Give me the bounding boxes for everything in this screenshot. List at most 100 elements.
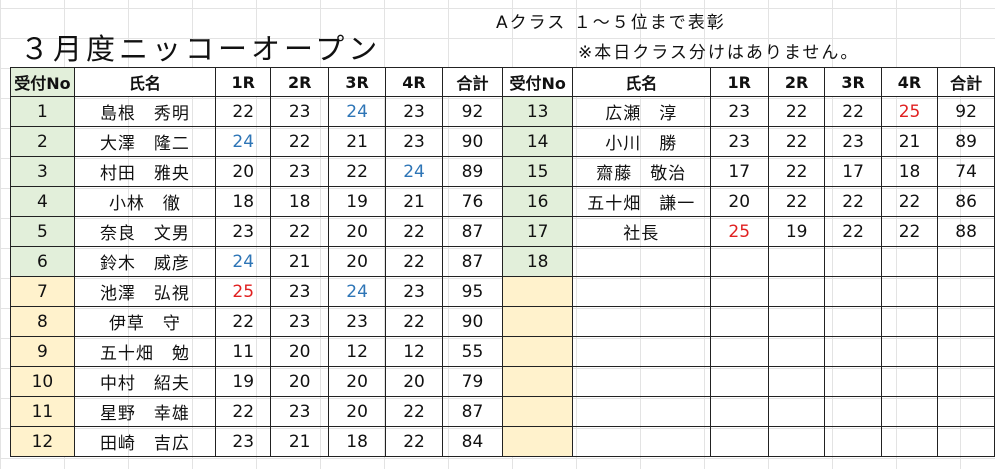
round-4-cell: 23 <box>385 126 443 157</box>
round-2-cell: 18 <box>270 186 329 217</box>
round-3-cell <box>824 336 882 367</box>
total-cell: 86 <box>937 186 995 217</box>
round-3-cell: 12 <box>327 336 387 367</box>
round-2-cell: 20 <box>270 366 329 397</box>
total-cell: 84 <box>441 426 504 457</box>
name-cell: 島根 秀明 <box>73 96 217 127</box>
header-round-2: 2R <box>270 67 329 97</box>
round-3-cell: 24 <box>327 276 387 307</box>
round-1-cell: 25 <box>709 216 769 247</box>
round-4-cell: 25 <box>880 96 939 127</box>
round-1-cell: 23 <box>214 216 272 247</box>
name-cell: 村田 雅央 <box>73 156 217 187</box>
round-1-cell: 24 <box>214 246 272 277</box>
table-row: 7 池澤 弘視 25 23 24 23 95 <box>10 276 995 307</box>
name-cell <box>572 366 711 397</box>
total-cell: 74 <box>937 156 995 187</box>
reception-no-cell: 14 <box>502 126 574 157</box>
round-1-cell: 18 <box>214 186 272 217</box>
round-4-cell: 22 <box>385 306 443 337</box>
round-2-cell: 22 <box>767 126 826 157</box>
round-4-cell: 18 <box>880 156 939 187</box>
name-cell: 大澤 隆二 <box>73 126 217 157</box>
round-1-cell: 23 <box>709 96 769 127</box>
name-cell: 小林 徹 <box>73 186 217 217</box>
round-3-cell <box>824 426 882 457</box>
round-1-cell <box>709 246 769 277</box>
header-round-3: 3R <box>824 67 882 97</box>
total-cell <box>937 426 995 457</box>
table-row: 1 島根 秀明 22 23 24 23 92 13 広瀬 淳 23 22 22 25 92 <box>10 96 995 127</box>
round-4-cell: 22 <box>385 246 443 277</box>
round-1-cell: 25 <box>214 276 272 307</box>
reception-no-cell: 18 <box>502 246 574 277</box>
header-row: 受付No 氏名 1R 2R 3R 4R 合計 受付No 氏名 1R 2R 3R … <box>10 67 995 97</box>
round-2-cell: 22 <box>270 126 329 157</box>
name-cell <box>572 306 711 337</box>
round-4-cell <box>880 366 939 397</box>
round-4-cell: 22 <box>385 426 443 457</box>
reception-no-cell <box>502 396 574 427</box>
award-note: Aクラス １～５位まで表彰 <box>496 13 726 33</box>
total-cell: 76 <box>441 186 504 217</box>
total-cell: 87 <box>441 396 504 427</box>
round-2-cell: 20 <box>270 336 329 367</box>
total-cell: 92 <box>937 96 995 127</box>
reception-no-cell: 3 <box>10 156 75 187</box>
reception-no-cell: 4 <box>10 186 75 217</box>
reception-no-cell: 15 <box>502 156 574 187</box>
total-cell: 92 <box>441 96 504 127</box>
name-cell <box>572 276 711 307</box>
round-4-cell <box>880 306 939 337</box>
reception-no-cell <box>502 306 574 337</box>
header-round-3: 3R <box>327 67 387 97</box>
name-cell: 奈良 文男 <box>73 216 217 247</box>
round-2-cell: 23 <box>270 396 329 427</box>
reception-no-cell <box>502 426 574 457</box>
name-cell: 広瀬 淳 <box>572 96 711 127</box>
round-1-cell: 22 <box>214 306 272 337</box>
round-2-cell <box>767 366 826 397</box>
reception-no-cell: 12 <box>10 426 75 457</box>
round-2-cell <box>767 396 826 427</box>
round-2-cell <box>767 336 826 367</box>
total-cell: 95 <box>441 276 504 307</box>
header-reception-no: 受付No <box>502 67 574 97</box>
round-3-cell <box>824 306 882 337</box>
total-cell: 89 <box>441 156 504 187</box>
header-total: 合計 <box>441 67 504 97</box>
round-2-cell: 22 <box>270 216 329 247</box>
table-row: 3 村田 雅央 20 23 22 24 89 15 齋藤 敬治 17 22 17 18 74 <box>10 156 995 187</box>
round-2-cell: 22 <box>767 186 826 217</box>
round-2-cell <box>767 276 826 307</box>
round-4-cell: 24 <box>385 156 443 187</box>
total-cell <box>937 246 995 277</box>
header-round-4: 4R <box>880 67 939 97</box>
name-cell <box>572 246 711 277</box>
page-title: ３月度ニッコーオープン <box>20 32 382 66</box>
name-cell <box>572 336 711 367</box>
reception-no-cell <box>502 336 574 367</box>
header-name: 氏名 <box>572 67 711 97</box>
round-3-cell: 18 <box>327 426 387 457</box>
round-3-cell: 22 <box>824 96 882 127</box>
round-3-cell <box>824 366 882 397</box>
round-3-cell: 19 <box>327 186 387 217</box>
table-row: 12 田崎 吉広 23 21 18 22 84 <box>10 426 995 457</box>
round-4-cell <box>880 336 939 367</box>
header-reception-no: 受付No <box>10 67 75 97</box>
table-row: 10 中村 紹夫 19 20 20 20 79 <box>10 366 995 397</box>
round-1-cell: 20 <box>214 156 272 187</box>
table-row: 5 奈良 文男 23 22 20 22 87 17 社長 25 19 22 22 88 <box>10 216 995 247</box>
round-1-cell <box>709 426 769 457</box>
total-cell: 89 <box>937 126 995 157</box>
header-name: 氏名 <box>73 67 217 97</box>
reception-no-cell: 8 <box>10 306 75 337</box>
header-round-1: 1R <box>214 67 272 97</box>
round-3-cell <box>824 396 882 427</box>
round-4-cell <box>880 426 939 457</box>
round-1-cell <box>709 396 769 427</box>
round-3-cell: 22 <box>824 216 882 247</box>
header-round-1: 1R <box>709 67 769 97</box>
total-cell <box>937 276 995 307</box>
